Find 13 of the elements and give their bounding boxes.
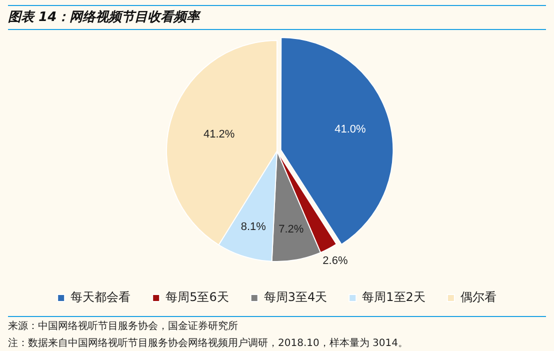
- legend-label: 每周3至4天: [264, 290, 328, 304]
- data-label: 7.2%: [278, 223, 304, 236]
- legend-label: 每周5至6天: [166, 290, 229, 304]
- chart-title: 图表 14：网络视频节目收看频率: [8, 5, 546, 30]
- legend-label: 偶尔看: [460, 290, 496, 304]
- text: 注：数据来自中国网络视听节目服务协会网络视频用户调研，2018.10，样本量为 3014。: [8, 336, 409, 351]
- data-label: 8.1%: [240, 221, 266, 234]
- source-note: 来源：中国网络视听节目服务协会，国金证券研究所: [8, 320, 239, 334]
- data-label: 41.2%: [203, 128, 235, 141]
- data-label: 41.0%: [334, 124, 366, 136]
- legend-label: 每天都会看: [70, 290, 131, 304]
- data-label: 2.6%: [322, 255, 348, 268]
- legend-label: 每周1至2天: [362, 290, 426, 304]
